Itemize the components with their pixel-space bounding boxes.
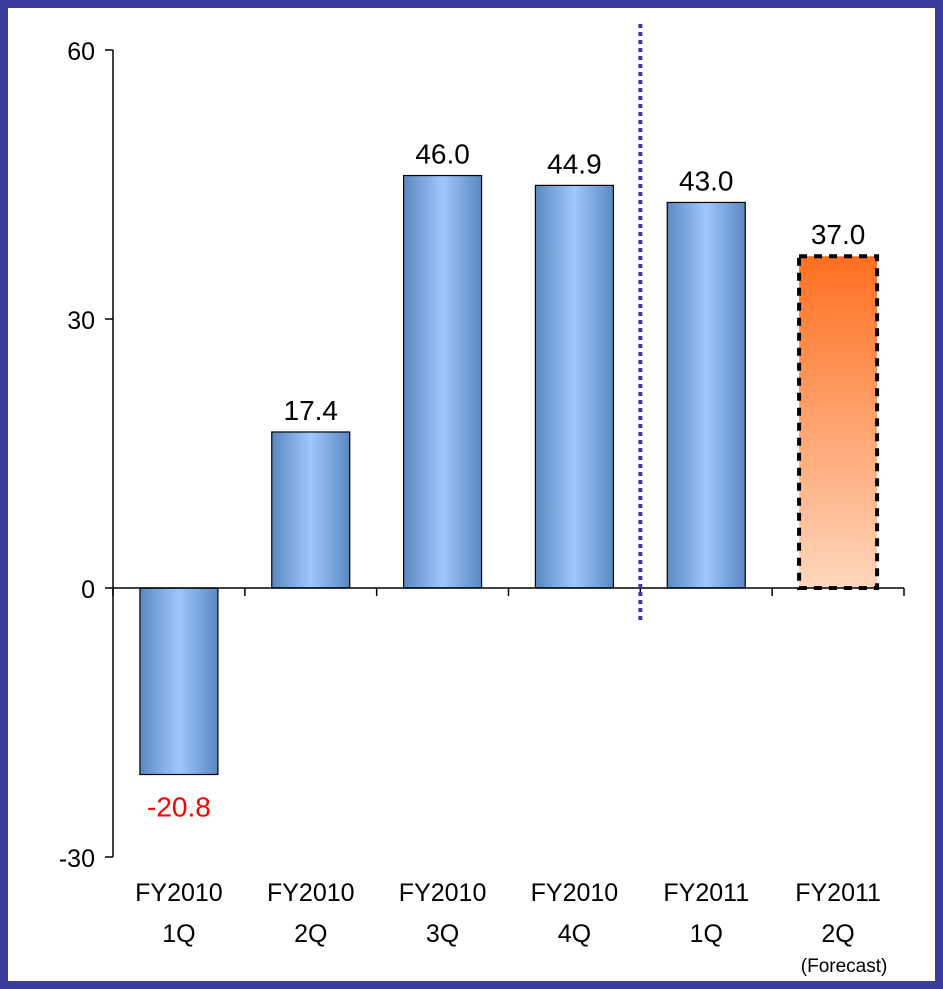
x-tick-label-year: FY2010	[267, 879, 355, 907]
x-tick-label-year: FY2010	[531, 879, 619, 907]
bar	[271, 431, 351, 589]
bar-forecast	[797, 254, 880, 590]
y-tick-label: -30	[59, 845, 95, 873]
bar-chart: -20.8 FY2010 1Q 17.4 FY2010 2Q 46.0 FY2010 3Q 44.…	[59, 24, 905, 977]
bar	[139, 587, 219, 776]
x-tick-label-quarter: 1Q	[162, 920, 195, 948]
bar	[402, 174, 483, 589]
x-tick-label-year: FY2010	[135, 879, 223, 907]
y-tick-label: 0	[81, 576, 95, 604]
x-tick-label-quarter: 4Q	[558, 920, 591, 948]
x-tick-label-quarter: 2Q	[294, 920, 327, 948]
data-label: 43.0	[679, 165, 734, 196]
data-label: -20.8	[147, 792, 211, 823]
data-label: 17.4	[284, 395, 339, 426]
x-tick-label-quarter: 1Q	[690, 920, 723, 948]
x-tick-label-quarter: 3Q	[426, 920, 459, 948]
chart-frame: -20.8 FY2010 1Q 17.4 FY2010 2Q 46.0 FY2010 3Q 44.…	[8, 8, 935, 981]
data-label: 44.9	[547, 148, 602, 179]
y-tick-label: 60	[67, 38, 95, 66]
y-tick-label: 30	[67, 307, 95, 335]
bar	[666, 201, 746, 589]
x-tick-label-year: FY2011	[663, 879, 749, 907]
data-label: 37.0	[811, 219, 866, 250]
x-tick-label-year: FY2011	[795, 879, 881, 907]
bar	[534, 184, 615, 589]
data-label: 46.0	[415, 139, 470, 170]
x-tick-label-quarter: 2Q	[821, 920, 854, 948]
forecast-note: (Forecast)	[801, 956, 888, 977]
x-tick-label-year: FY2010	[399, 879, 487, 907]
